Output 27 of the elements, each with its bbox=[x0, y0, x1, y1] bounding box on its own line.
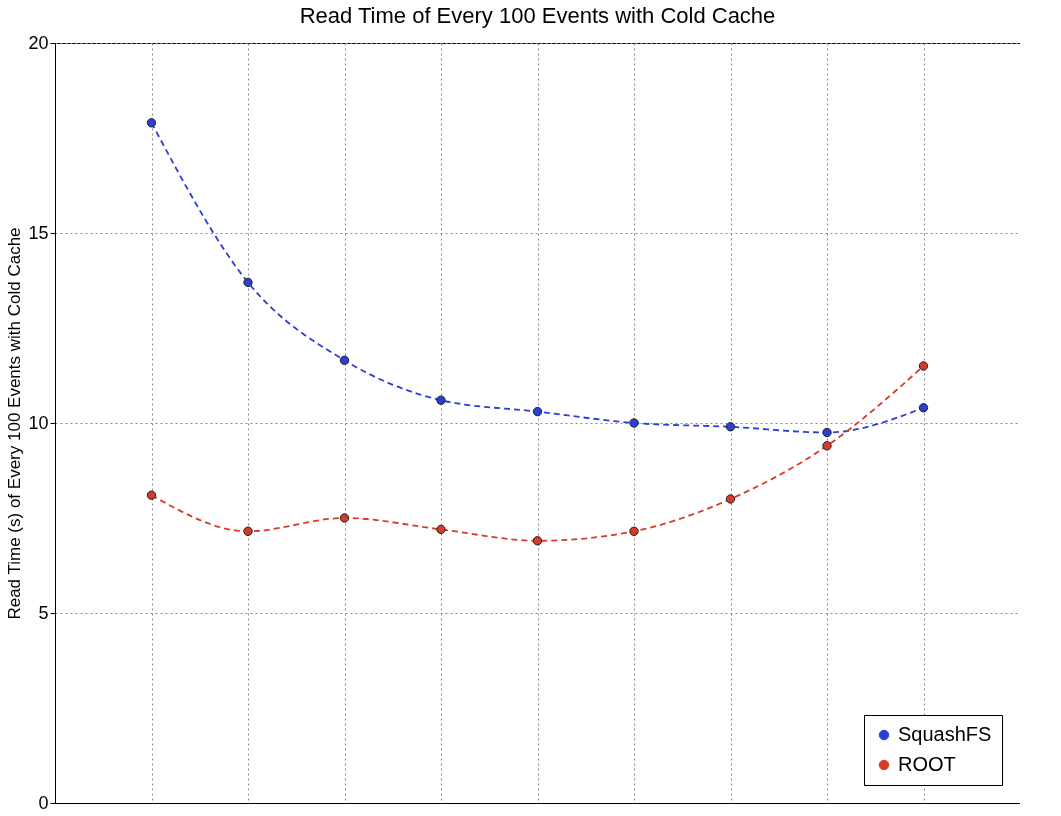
point bbox=[532, 406, 543, 417]
point bbox=[725, 494, 736, 504]
point bbox=[822, 441, 832, 451]
y-axis-title: Read Time (s) of Every 100 Events with Cold Cache bbox=[5, 227, 25, 620]
point bbox=[629, 526, 639, 536]
point bbox=[146, 118, 157, 128]
legend-label: ROOT bbox=[898, 753, 956, 775]
y-tick-label: 10 bbox=[28, 412, 49, 433]
point bbox=[243, 277, 253, 288]
point bbox=[725, 422, 736, 432]
y-tick-label: 0 bbox=[38, 792, 49, 813]
point bbox=[629, 418, 639, 428]
point bbox=[243, 526, 253, 536]
point bbox=[436, 524, 446, 535]
point bbox=[436, 395, 446, 405]
point bbox=[918, 403, 929, 413]
y-tick-label: 20 bbox=[28, 32, 49, 53]
y-tick-label: 5 bbox=[38, 602, 49, 623]
point bbox=[532, 536, 543, 546]
point bbox=[339, 355, 350, 365]
point bbox=[822, 427, 832, 438]
legend-label: SquashFS bbox=[898, 723, 992, 745]
point bbox=[146, 490, 157, 500]
chart-title: Read Time of Every 100 Events with Cold Cache bbox=[299, 3, 776, 28]
point bbox=[918, 361, 929, 371]
y-tick-label: 15 bbox=[28, 222, 49, 243]
point bbox=[339, 513, 350, 523]
